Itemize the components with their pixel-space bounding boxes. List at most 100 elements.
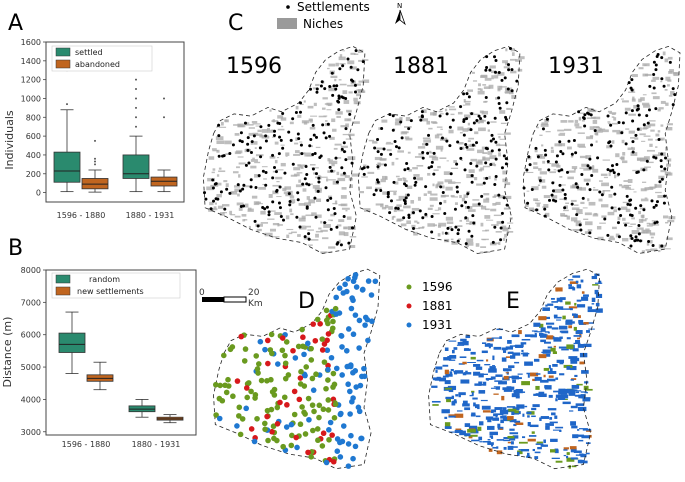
niche-patch [510,48,515,52]
niche-patch [542,307,550,311]
niche-patch [578,439,584,442]
niche-patch [338,79,342,81]
niche-patch [471,392,474,396]
niche-patch [481,238,489,241]
niche-patch [587,229,593,232]
niche-patch [502,350,507,353]
niche-patch [298,203,306,206]
niche-patch [468,434,478,437]
y-tick-label: 3000 [21,428,41,437]
settlement-point [397,146,401,150]
niche-patch [327,103,332,107]
outlier-point [135,106,137,109]
legend-swatch [55,286,71,296]
niche-patch [489,242,497,246]
niche-patch [464,100,471,103]
settlement-point [216,415,223,422]
niche-patch [327,158,331,162]
niche-patch [337,157,342,159]
niche-patch [533,393,539,396]
niche-patch [218,170,226,173]
settlement-point [284,402,290,408]
niche-patch [524,361,533,366]
settlement-point [241,187,245,191]
settlement-point [642,168,646,172]
niche-patch [483,198,490,203]
settlement-point [323,385,329,392]
settlement-point [273,129,277,133]
settlement-point [386,195,390,199]
niche-patch [341,207,350,210]
settlement-point [657,138,661,142]
niche-patch [347,84,355,87]
niche-patch [271,136,276,138]
niche-patch [497,85,503,90]
niche-patch [307,229,314,231]
y-axis-label-a: Individuals [3,110,16,170]
settlement-point [411,211,415,215]
niche-patch [527,415,530,418]
niche-patch [411,224,416,229]
settlement-point [376,180,380,184]
settlement-point [244,163,248,167]
settlement-point [217,382,223,389]
niche-patch [667,56,673,60]
niche-patch [547,370,557,374]
niche-patch [514,410,519,414]
settlement-point [323,87,327,91]
niche-patch [631,230,640,235]
settlement-point [271,200,275,204]
niche-patch [535,385,540,390]
legend-swatch [55,274,71,284]
settlement-point [349,295,355,301]
settlement-point [485,65,489,69]
niche-patch [613,174,617,179]
niche-patch [575,340,581,344]
settlement-point [252,134,256,138]
settlement-point [379,152,383,156]
niche-patch [559,184,566,186]
niche-patch [575,126,582,129]
settlement-point [301,182,305,186]
settlement-point [430,165,434,169]
niche-patch [596,225,602,230]
niche-patch [482,410,491,413]
niche-patch [563,454,566,457]
niche-patch [535,202,541,204]
settlement-point [334,87,338,91]
settlement-point [465,92,469,96]
niche-patch [495,201,501,205]
niche-patch [660,80,663,83]
niche-patch [579,112,585,114]
settlement-point [489,139,493,143]
niche-patch [591,275,598,280]
niche-patch [464,407,471,411]
niche-patch [393,191,397,196]
settlement-point [337,411,344,418]
settlement-point [555,154,559,158]
niche-patch [495,143,501,147]
niche-patch [417,146,426,149]
settlement-point [456,232,460,236]
settlement-point [307,232,311,236]
niche-patch [554,448,559,452]
settlement-legend-marker [286,5,290,9]
settlement-point [261,169,265,173]
settlement-point [291,117,295,121]
niche-patch [434,379,444,381]
settlement-point [328,85,332,89]
niche-patch [666,158,672,162]
settlement-point [342,215,346,219]
settlement-point [282,218,286,222]
settlement-point [317,321,323,327]
niche-patch [522,352,529,357]
niche-patch [353,101,361,105]
niche-patch [410,200,415,204]
settlement-point [588,231,592,235]
niche-patch [554,143,562,147]
niche-patch [487,425,495,430]
settlement-point [271,176,275,180]
niche-patch [592,119,598,124]
niche-patch [384,204,389,209]
settlement-point [418,209,422,213]
